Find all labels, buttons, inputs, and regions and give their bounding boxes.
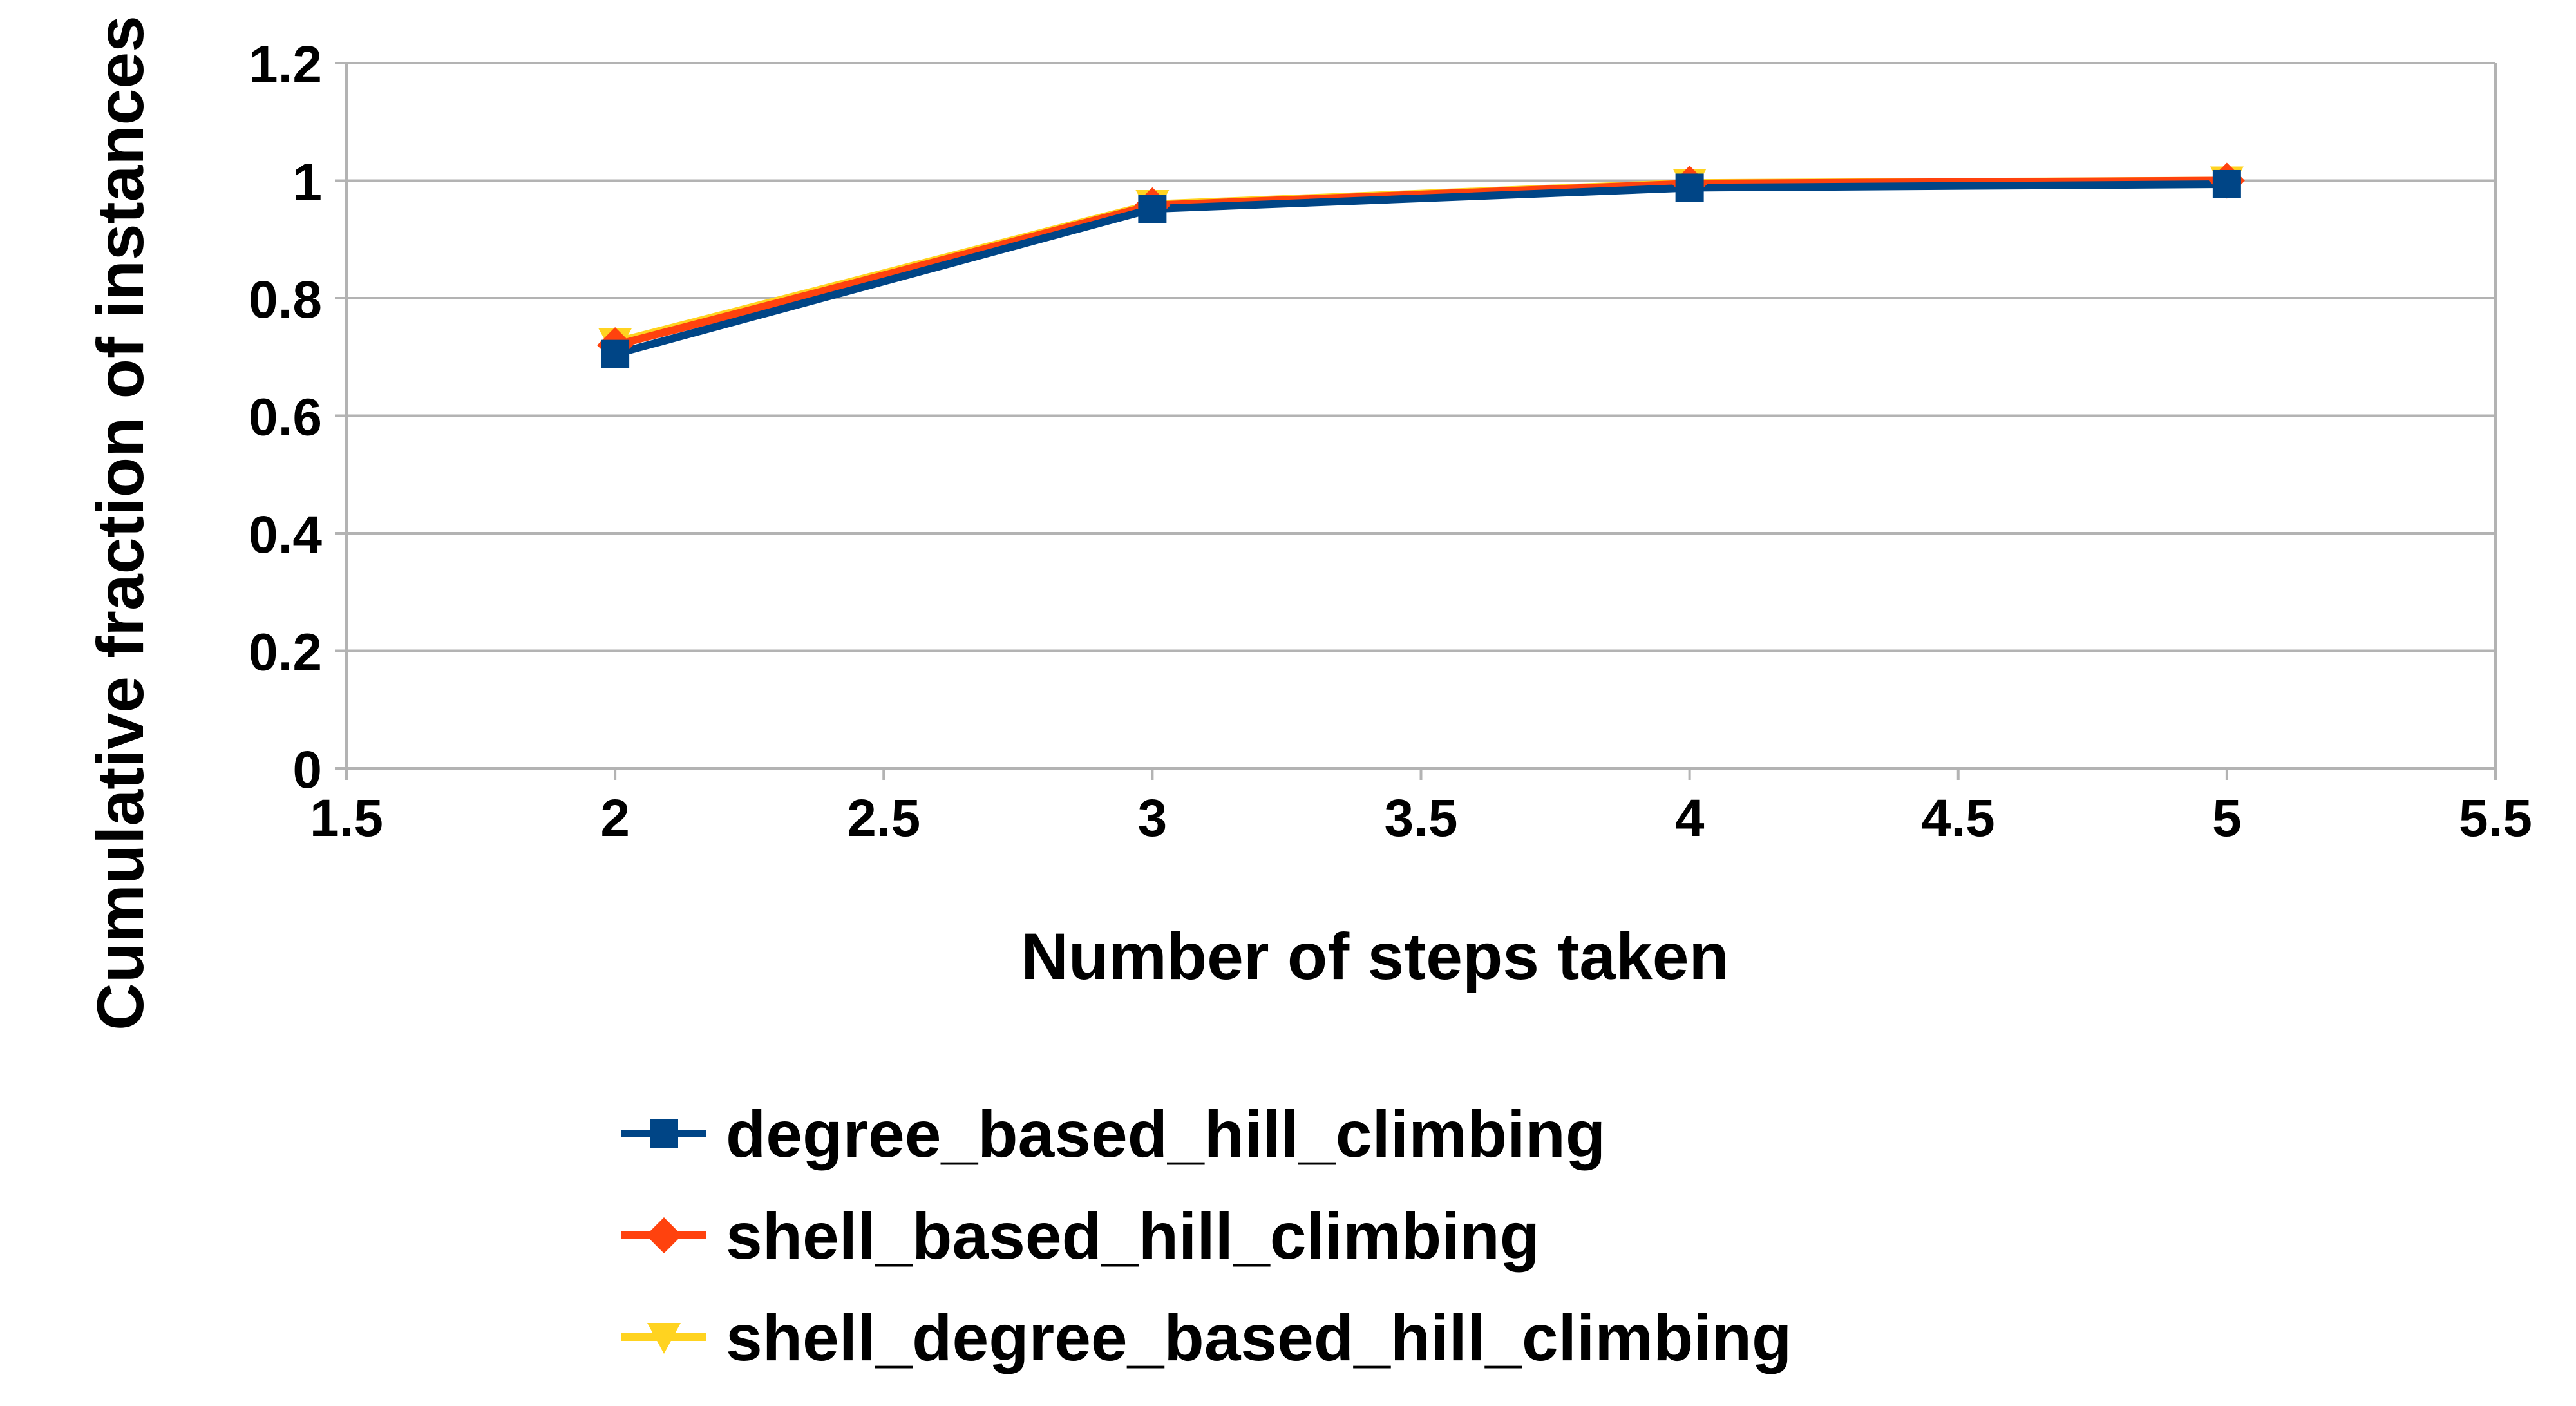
- series-line-degree_based_hill_climbing: [614, 180, 2227, 358]
- x-tick-label: 5.5: [2459, 789, 2532, 848]
- x-tick-label: 5: [2212, 789, 2242, 848]
- legend-label: shell_degree_based_hill_climbing: [726, 1301, 1792, 1374]
- y-tick-label: 1: [292, 153, 322, 212]
- x-tick-label: 3.5: [1385, 789, 1458, 848]
- x-tick-label: 2.5: [847, 789, 920, 848]
- x-tick-label: 2: [600, 789, 630, 848]
- data-point-degree_based_hill_climbing: [601, 339, 630, 368]
- y-axis-title: Cumulative fraction of instances: [84, 15, 157, 1031]
- series-lines: [614, 176, 2227, 358]
- y-tick-label: 0.8: [249, 271, 322, 329]
- y-tick-label: 1.2: [249, 35, 322, 94]
- series-line-shell_degree_based_hill_climbing: [614, 176, 2227, 347]
- y-tick-label: 0.6: [249, 388, 322, 447]
- y-tick-label: 0: [292, 741, 322, 799]
- legend-item: shell_degree_based_hill_climbing: [621, 1301, 1792, 1374]
- y-tick-label: 0.2: [249, 623, 322, 682]
- series-line-shell_based_hill_climbing: [614, 176, 2227, 349]
- x-tick-label: 4: [1675, 789, 1705, 848]
- data-point-degree_based_hill_climbing: [1675, 173, 1704, 202]
- legend-marker: [646, 1217, 682, 1253]
- axes: [335, 62, 2497, 780]
- x-axis-title: Number of steps taken: [1021, 920, 1729, 993]
- legend-label: shell_based_hill_climbing: [726, 1199, 1540, 1273]
- legend-item: shell_based_hill_climbing: [621, 1199, 1540, 1273]
- x-tick-label: 1.5: [310, 789, 383, 848]
- legend-label: degree_based_hill_climbing: [726, 1097, 1605, 1171]
- data-point-degree_based_hill_climbing: [2212, 169, 2241, 198]
- y-tick-label: 0.4: [249, 506, 322, 564]
- tick-labels: 0 0.2 0.4 0.6 0.8 1 1.2 1.5 2 2.5 3 3.5 4 4.5 5 5.5: [249, 35, 2532, 848]
- x-tick-label: 4.5: [1922, 789, 1995, 848]
- x-tick-label: 3: [1138, 789, 1168, 848]
- legend-item: degree_based_hill_climbing: [621, 1097, 1605, 1171]
- legend-marker: [650, 1119, 678, 1148]
- series-markers: [597, 162, 2245, 368]
- legend-marker: [647, 1323, 681, 1354]
- grid-lines: [346, 62, 2496, 652]
- data-point-degree_based_hill_climbing: [1138, 195, 1167, 223]
- legend: degree_based_hill_climbing shell_based_hi…: [621, 1097, 1792, 1374]
